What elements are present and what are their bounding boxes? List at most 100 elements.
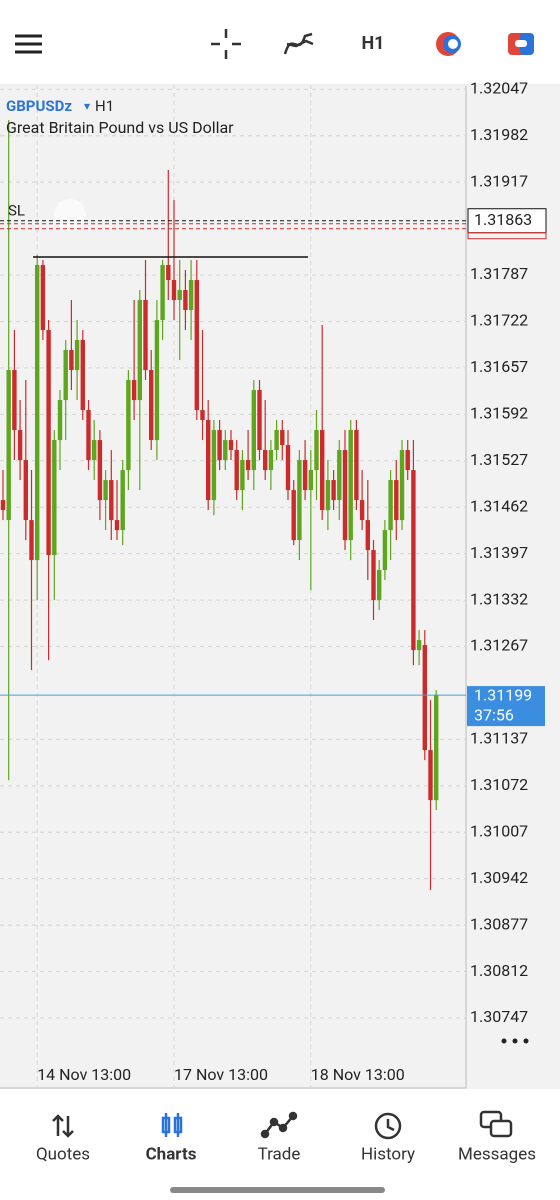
candle-body — [228, 440, 234, 451]
candle-body — [206, 420, 211, 501]
candle-body — [257, 390, 262, 451]
candle-body — [234, 450, 239, 491]
candle-body — [166, 265, 171, 281]
candle-body — [29, 520, 34, 561]
candle-body — [263, 450, 268, 471]
candle-body — [109, 480, 114, 521]
candle-body — [183, 290, 188, 311]
candle-body — [74, 340, 80, 371]
candle-body — [274, 430, 279, 451]
x-tick-label: 14 Nov 13:00 — [37, 1065, 131, 1084]
trade-icon — [260, 1111, 298, 1139]
symbol-description: Great Britain Pound vs US Dollar — [6, 118, 234, 137]
y-tick-label: 1.31917 — [470, 171, 528, 190]
candle-body — [354, 430, 359, 501]
candle-body — [12, 370, 17, 431]
crosshair-button[interactable] — [211, 29, 241, 59]
candle-body — [411, 470, 416, 651]
charts-icon — [161, 1113, 183, 1137]
candle-body — [388, 480, 393, 531]
y-tick-label: 1.30812 — [470, 961, 528, 980]
sl-price-box-red — [467, 232, 547, 240]
candle-body — [348, 430, 353, 541]
candle-body — [268, 450, 274, 471]
candle-body — [359, 500, 365, 521]
y-tick-label: 1.30877 — [470, 914, 528, 933]
candle-body — [223, 440, 228, 461]
y-tick-label: 1.31657 — [470, 357, 528, 376]
account-button[interactable] — [508, 33, 534, 55]
candle-body — [434, 695, 439, 801]
grid — [0, 85, 466, 1088]
y-tick-label: 1.31137 — [470, 729, 528, 748]
candle-body — [137, 300, 142, 401]
candle-body — [405, 450, 410, 471]
nav-item[interactable]: Messages — [458, 1144, 536, 1164]
more-button[interactable] — [501, 1038, 529, 1044]
y-tick-label: 1.30942 — [470, 868, 528, 887]
bar-timer: 37:56 — [474, 705, 514, 724]
chart-timeframe: H1 — [95, 97, 114, 115]
candle-body — [382, 530, 388, 571]
candle-body — [342, 450, 348, 541]
candle-body — [0, 500, 6, 511]
indicators-button[interactable] — [283, 32, 314, 55]
messages-icon — [479, 1110, 513, 1138]
timeframe-button[interactable]: H1 — [361, 33, 384, 54]
y-tick-label: 1.30747 — [470, 1007, 528, 1026]
candle-body — [211, 430, 217, 501]
y-tick-label: 1.32047 — [470, 79, 528, 98]
candle-body — [23, 460, 28, 521]
nav-item[interactable]: Quotes — [36, 1144, 90, 1164]
nav-item[interactable]: Charts — [146, 1144, 197, 1164]
candle-body — [171, 280, 177, 301]
candle-body — [297, 460, 302, 541]
candle-body — [394, 480, 399, 521]
candle-body — [194, 280, 199, 411]
candle-body — [337, 450, 342, 501]
candle-body — [40, 265, 46, 331]
candle-body — [371, 550, 376, 601]
toolbar — [0, 0, 560, 85]
chart-area[interactable] — [0, 86, 560, 1089]
bottom-nav — [0, 1089, 560, 1200]
candle-body — [177, 290, 182, 301]
bid-label: 1.31199 — [474, 685, 532, 704]
symbol[interactable]: GBPUSDz — [6, 97, 72, 115]
candle-body — [69, 350, 74, 371]
touch-indicator — [54, 199, 86, 231]
history-icon — [374, 1112, 402, 1140]
candle-body — [251, 390, 256, 471]
symbol-caret: ▾ — [84, 99, 90, 113]
candle-body — [35, 265, 40, 561]
candle-body — [46, 330, 51, 556]
y-tick-label: 1.31397 — [470, 543, 528, 562]
candle-body — [80, 340, 85, 411]
candle-body — [17, 430, 23, 461]
y-tick-label: 1.31462 — [470, 496, 528, 515]
nav-item[interactable]: Trade — [258, 1144, 301, 1164]
candle-body — [320, 430, 325, 511]
trade-button[interactable] — [436, 32, 461, 56]
nav-item[interactable]: History — [361, 1144, 415, 1164]
candle-body — [245, 460, 251, 471]
menu-button[interactable] — [15, 34, 42, 54]
candle-body — [120, 470, 125, 531]
y-tick-label: 1.31332 — [470, 589, 528, 608]
candle-body — [143, 300, 148, 371]
candle-body — [416, 640, 422, 651]
candle-body — [314, 430, 319, 471]
y-tick-label: 1.31267 — [470, 636, 528, 655]
candle-body — [92, 440, 97, 461]
candle-body — [308, 470, 313, 491]
y-tick-label: 1.31007 — [470, 821, 528, 840]
x-tick-label: 18 Nov 13:00 — [311, 1065, 405, 1084]
candle-body — [240, 460, 245, 491]
gesture-bar — [170, 1187, 385, 1193]
nav-labels: Quotes Charts Trade History Messages — [36, 1144, 536, 1164]
candle-body — [126, 380, 131, 471]
candle-body — [114, 520, 120, 531]
candle-body — [285, 445, 291, 491]
candle-body — [149, 370, 154, 441]
